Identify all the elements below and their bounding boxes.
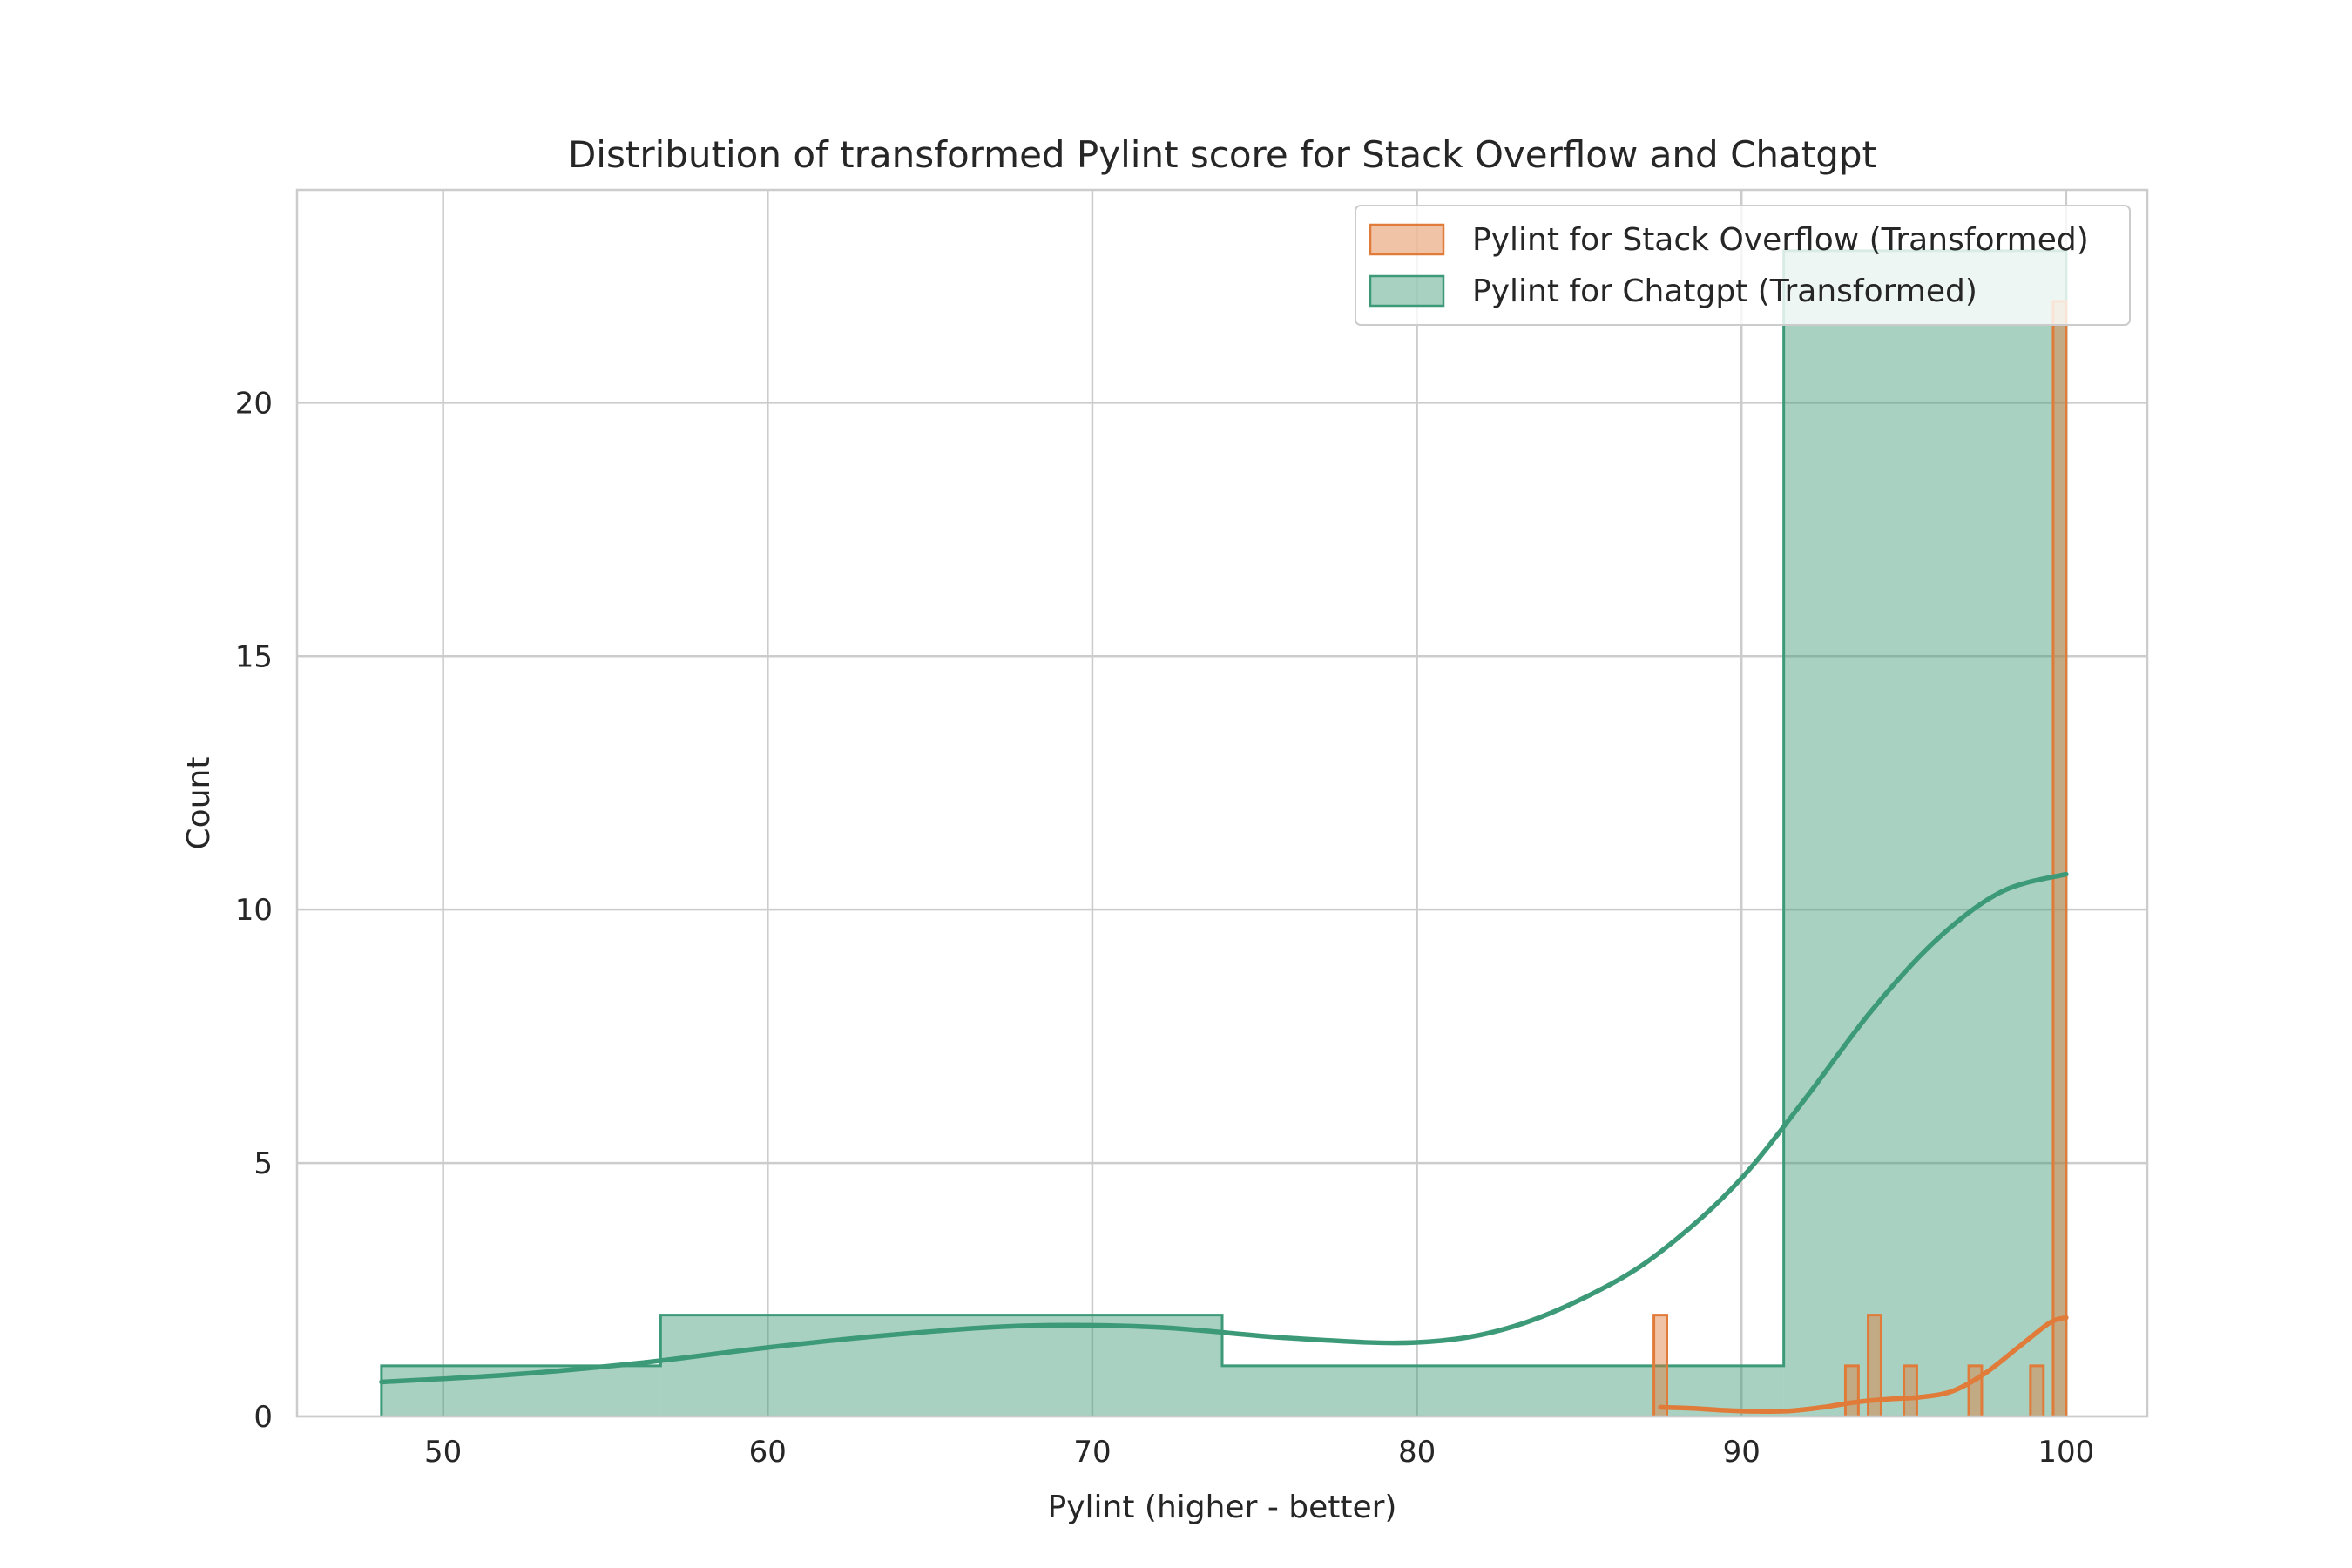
y-tick-label: 5: [253, 1146, 273, 1181]
y-tick-label: 15: [235, 639, 273, 674]
x-tick-label: 100: [2038, 1435, 2094, 1470]
x-axis-label: Pylint (higher - better): [1048, 1490, 1397, 1525]
histogram-bar-stack-overflow: [1903, 1365, 1917, 1416]
y-tick-label: 20: [235, 386, 273, 421]
bars: [380, 249, 2068, 1417]
chart-title: Distribution of transformed Pylint score…: [568, 133, 1876, 176]
histogram-outline-stack-overflow: [1652, 300, 2068, 1416]
x-tick-label: 60: [749, 1435, 787, 1470]
kde-curves: [379, 871, 2069, 1414]
x-tick-label: 70: [1073, 1435, 1111, 1470]
legend: Pylint for Stack Overflow (Transformed) …: [1355, 205, 2131, 326]
histogram-bar-stack-overflow: [1845, 1365, 1859, 1416]
y-tick-label: 10: [235, 893, 273, 928]
legend-label-stack-overflow: Pylint for Stack Overflow (Transformed): [1472, 222, 2089, 258]
legend-swatch-chatgpt: [1369, 274, 1445, 308]
x-tick-label: 90: [1723, 1435, 1761, 1470]
histogram-bar-stack-overflow: [1653, 1315, 1667, 1416]
kde-line-chatgpt: [379, 871, 2069, 1385]
kde-line-stack-overflow: [1658, 1315, 2069, 1414]
x-tick-label: 80: [1398, 1435, 1436, 1470]
x-tick-label: 50: [424, 1435, 462, 1470]
legend-label-chatgpt: Pylint for Chatgpt (Transformed): [1472, 274, 1977, 309]
histogram-bar-stack-overflow: [1969, 1365, 1982, 1416]
plot-frame: [295, 188, 2149, 1418]
tick-labels: 50 60 70 80 90 100 0 5 10 15 20: [235, 386, 2095, 1470]
y-tick-label: 0: [253, 1400, 273, 1435]
histogram-bar-chatgpt: [1783, 250, 2066, 1417]
y-axis-label: Count: [181, 757, 217, 850]
legend-swatch-stack-overflow: [1369, 223, 1445, 256]
histogram-bar-stack-overflow: [2030, 1365, 2044, 1416]
legend-box: [1355, 205, 2131, 326]
histogram-bar-stack-overflow: [1868, 1315, 1882, 1416]
histogram-bar-stack-overflow: [2052, 301, 2066, 1416]
